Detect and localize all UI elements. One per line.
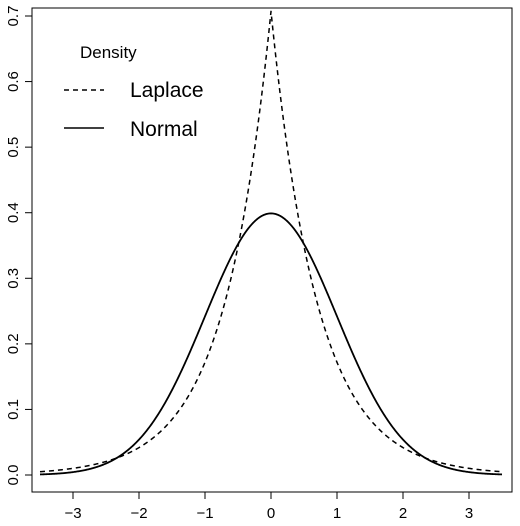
y-tick-label: 0.6 xyxy=(5,71,22,92)
x-tick-label: −2 xyxy=(130,505,147,522)
legend: Density Laplace Normal xyxy=(64,43,204,141)
x-tick-label: 2 xyxy=(399,505,407,522)
legend-label-laplace: Laplace xyxy=(130,79,204,102)
y-tick-label: 0.2 xyxy=(5,333,22,354)
series-layer xyxy=(39,10,503,476)
legend-label-normal: Normal xyxy=(130,118,198,141)
x-tick-label: −1 xyxy=(196,505,213,522)
plot-frame xyxy=(31,7,513,493)
y-tick-label: 0.4 xyxy=(5,202,22,223)
y-tick-label: 0.1 xyxy=(5,399,22,420)
x-tick-label: 3 xyxy=(465,505,473,522)
y-tick-label: 0.0 xyxy=(5,465,22,486)
legend-title: Density xyxy=(80,43,137,62)
x-tick-label: −3 xyxy=(64,505,81,522)
x-tick-label: 1 xyxy=(333,505,341,522)
y-tick-label: 0.3 xyxy=(5,268,22,289)
x-tick-label: 0 xyxy=(267,505,275,522)
series-line-normal xyxy=(39,212,503,476)
series-line-laplace xyxy=(39,10,503,473)
y-tick-label: 0.7 xyxy=(5,6,22,27)
axes: −3 −2 −1 0 1 2 3 0.0 0.1 0.2 0.3 0.4 0.5 0.6 0.7 xyxy=(5,6,473,522)
y-tick-label: 0.5 xyxy=(5,137,22,158)
